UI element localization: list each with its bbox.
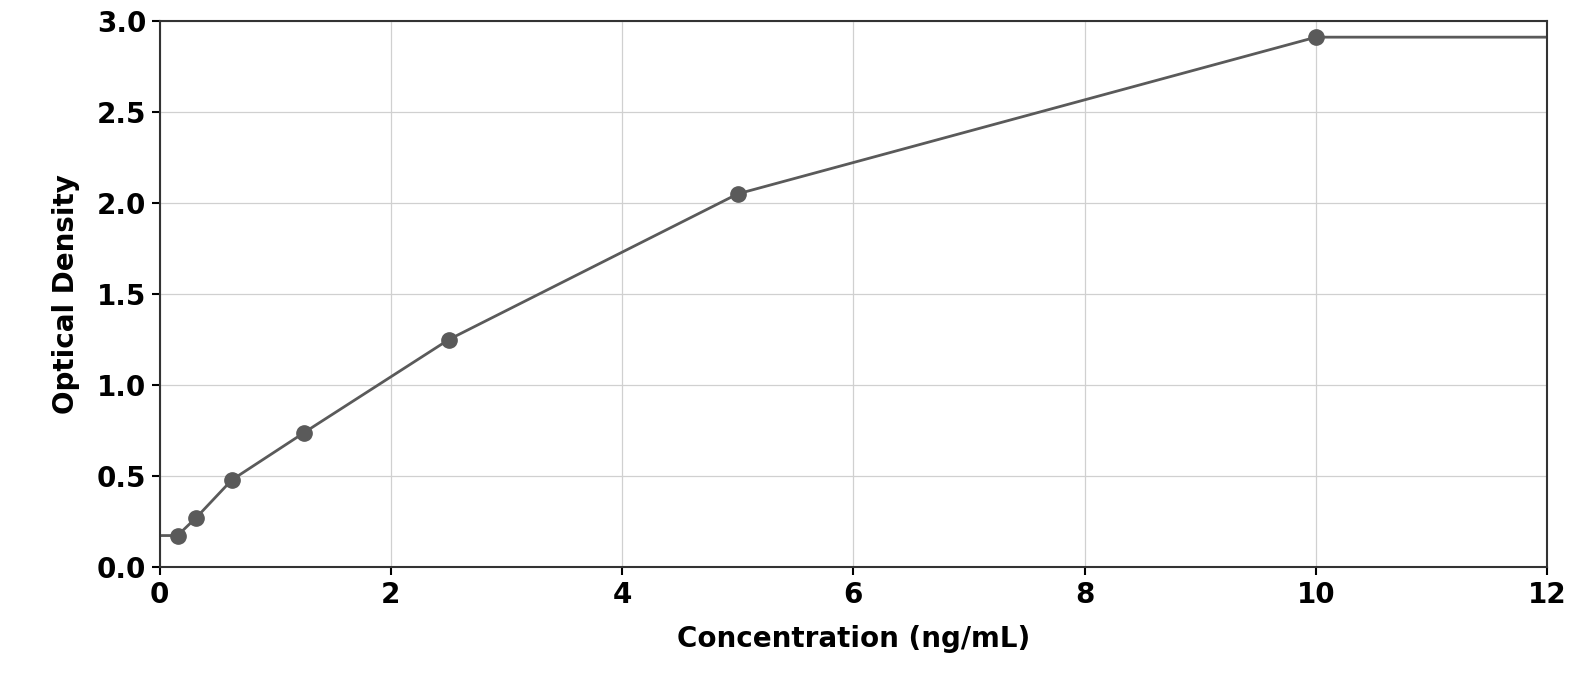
- Point: [724, 188, 751, 199]
- Y-axis label: Optical Density: Optical Density: [53, 174, 80, 414]
- Point: [219, 475, 244, 486]
- Point: [292, 427, 317, 438]
- Point: [1303, 32, 1329, 43]
- X-axis label: Concentration (ng/mL): Concentration (ng/mL): [676, 626, 1030, 653]
- Point: [435, 334, 461, 345]
- Point: [164, 530, 190, 541]
- Point: [183, 513, 209, 524]
